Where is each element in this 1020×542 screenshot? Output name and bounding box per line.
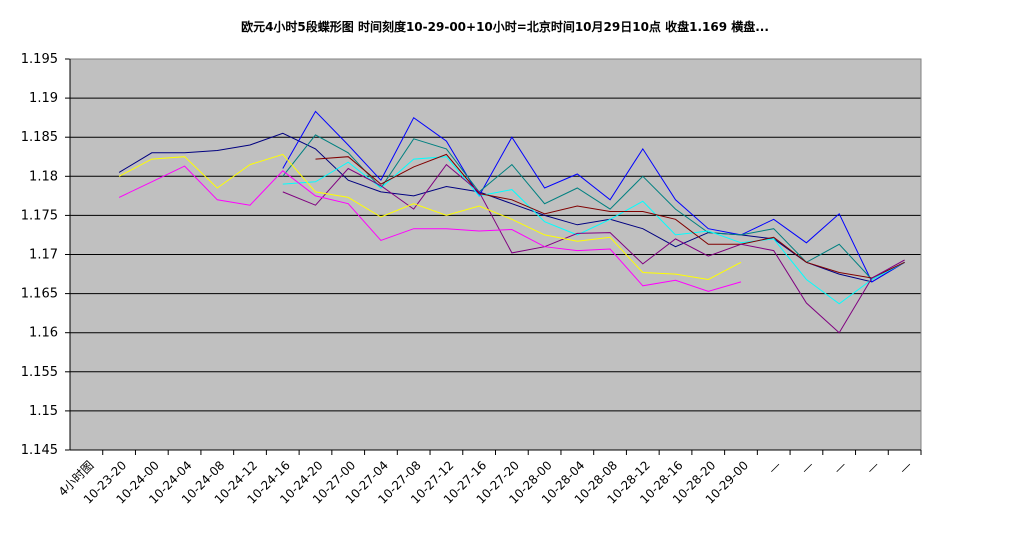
x-tick-label: — bbox=[896, 458, 914, 476]
y-tick-label: 1.155 bbox=[21, 365, 58, 380]
series-line bbox=[282, 134, 905, 281]
y-tick-label: 1.17 bbox=[29, 248, 58, 263]
y-tick-label: 1.165 bbox=[21, 287, 58, 302]
series-line bbox=[118, 165, 742, 292]
series-line bbox=[282, 163, 905, 334]
series-line bbox=[282, 110, 905, 283]
x-tick-label: — bbox=[831, 458, 849, 476]
series-line bbox=[282, 156, 905, 305]
y-tick-label: 1.18 bbox=[29, 169, 58, 184]
y-tick-label: 1.19 bbox=[29, 91, 58, 106]
x-tick-label: — bbox=[798, 458, 816, 476]
y-tick-label: 1.145 bbox=[21, 443, 58, 458]
series-line bbox=[315, 153, 905, 279]
y-tick-label: 1.175 bbox=[21, 208, 58, 223]
y-tick-label: 1.15 bbox=[29, 404, 58, 419]
y-tick-label: 1.16 bbox=[29, 326, 58, 341]
series-line bbox=[118, 153, 742, 281]
y-tick-label: 1.195 bbox=[21, 52, 58, 67]
y-tick-label: 1.185 bbox=[21, 130, 58, 145]
x-tick-label: — bbox=[765, 458, 783, 476]
x-tick-label: — bbox=[864, 458, 882, 476]
chart-title: 欧元4小时5段蝶形图 时间刻度10-29-00+10小时=北京时间10月29日1… bbox=[241, 19, 769, 34]
